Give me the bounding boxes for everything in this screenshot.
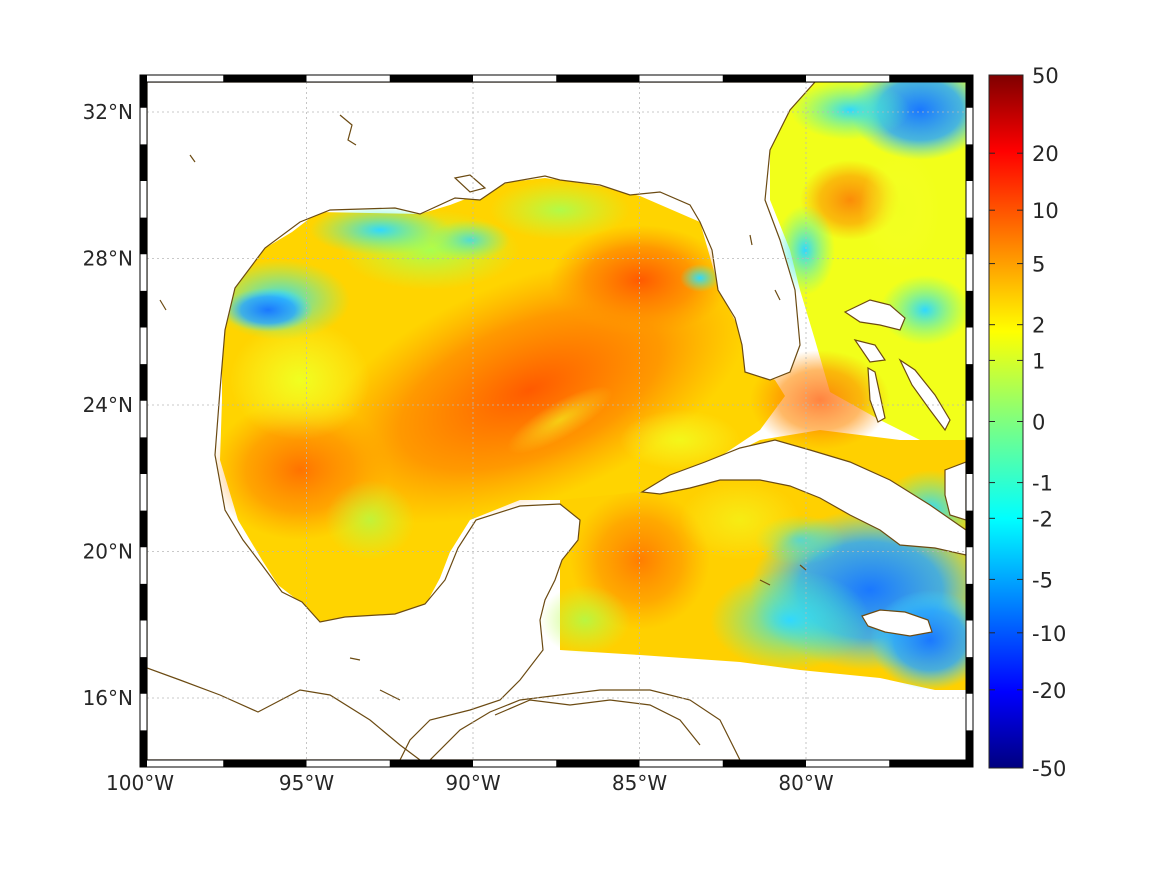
frame-segment <box>140 583 147 621</box>
coastline-segment <box>494 699 701 746</box>
coastline-segment <box>759 579 771 586</box>
frame-segment <box>556 75 640 82</box>
frame-segment <box>966 290 973 328</box>
frame-segment <box>556 760 640 767</box>
yellow-patch <box>540 585 630 655</box>
frame-segment <box>889 75 973 82</box>
lon-tick-label: 100°W <box>106 771 174 795</box>
frame-segment <box>966 730 973 767</box>
lon-tick-label: 95°W <box>279 771 334 795</box>
frame-segment <box>140 144 147 181</box>
frame-segment <box>140 290 147 328</box>
coastline-segment <box>189 154 196 163</box>
frame-segment <box>889 760 973 767</box>
colorbar-tick-label: 20 <box>1032 142 1059 166</box>
graticule <box>147 82 966 760</box>
bahamas-island <box>867 366 886 423</box>
lon-tick-label: 85°W <box>612 771 667 795</box>
frame-segment <box>966 217 973 255</box>
cuba-land <box>640 439 966 556</box>
colorbar-tick-label: -2 <box>1032 507 1053 531</box>
frame-segment <box>966 657 973 694</box>
frame-segment <box>966 510 973 548</box>
bahamas-island <box>843 299 906 331</box>
lat-tick-label: 28°N <box>83 247 133 271</box>
frame-segment <box>966 75 973 108</box>
frame-segment <box>966 437 973 474</box>
coastline-segment <box>339 114 357 146</box>
cyan-patch <box>430 220 510 260</box>
blue-patch <box>223 288 313 332</box>
lon-tick-label: 80°W <box>778 771 833 795</box>
coastline-segment <box>453 174 487 193</box>
yellow-patch <box>230 320 370 440</box>
lat-tick-label: 20°N <box>83 540 133 564</box>
cyan-patch <box>680 264 720 292</box>
frame-segment <box>722 75 806 82</box>
coastline-segment <box>159 299 167 311</box>
frame-segment <box>223 760 307 767</box>
coastline <box>147 114 807 760</box>
hispaniola-land <box>944 461 966 521</box>
colorbar-tick-label: -1 <box>1032 472 1053 496</box>
frame-segment <box>140 657 147 694</box>
colorbar-tick-label: 50 <box>1032 64 1059 88</box>
frame-segment <box>140 730 147 767</box>
yellow-patch <box>490 180 630 240</box>
frame-segment <box>223 75 307 82</box>
lon-tick-label: 90°W <box>445 771 500 795</box>
yellow-patch <box>680 480 800 560</box>
frame-segment <box>140 75 147 108</box>
cyan-patch <box>790 82 910 140</box>
latitude-labels: 16°N 20°N 24°N 28°N 32°N <box>83 100 133 710</box>
lat-tick-label: 32°N <box>83 100 133 124</box>
frame-segment <box>140 364 147 401</box>
cyan-patch <box>710 570 870 670</box>
sea-data-field <box>147 82 966 760</box>
central-america-land <box>429 689 741 760</box>
colorbar-tick-label: -20 <box>1032 679 1066 703</box>
longitude-labels: 100°W 95°W 90°W 85°W 80°W <box>106 771 834 795</box>
coastline-segment <box>749 234 753 246</box>
frame-segment <box>389 760 473 767</box>
frame-segment <box>389 75 473 82</box>
colorbar-tick-label: -10 <box>1032 622 1066 646</box>
lat-tick-label: 16°N <box>83 686 133 710</box>
frame-segment <box>966 583 973 621</box>
colorbar-tick-label: 1 <box>1032 349 1045 373</box>
jamaica-land <box>861 609 933 637</box>
colorbar-tick-label: -50 <box>1032 757 1066 781</box>
bahamas-island <box>898 358 951 432</box>
frame-segment <box>140 510 147 548</box>
coastline-segment <box>147 667 421 760</box>
colorbar-tick-label: -5 <box>1032 568 1053 592</box>
yellow-patch <box>507 386 613 454</box>
map-frame <box>139 74 974 768</box>
colorbar-tick-label: 10 <box>1032 199 1059 223</box>
colorbar-tick-label: 2 <box>1032 314 1045 338</box>
coastline-segment <box>349 657 361 661</box>
yellow-patch <box>620 410 740 470</box>
coastline-segment <box>774 289 781 301</box>
coastline-segment <box>379 689 401 701</box>
lat-tick-label: 24°N <box>83 393 133 417</box>
colorbar-tick-label: 5 <box>1032 253 1045 277</box>
colorbar-tick-label: 0 <box>1032 411 1045 435</box>
bahamas-island <box>853 339 887 363</box>
yellow-patch <box>860 150 940 270</box>
yellow-patch <box>325 480 415 560</box>
coastline-segment <box>799 564 807 571</box>
frame-segment <box>140 217 147 255</box>
frame-segment <box>966 144 973 181</box>
warm-core <box>750 350 890 450</box>
cyan-patch <box>310 205 450 255</box>
frame-segment <box>140 437 147 474</box>
frame-segment <box>966 364 973 401</box>
frame-segment <box>722 760 806 767</box>
warm-core <box>550 225 730 335</box>
